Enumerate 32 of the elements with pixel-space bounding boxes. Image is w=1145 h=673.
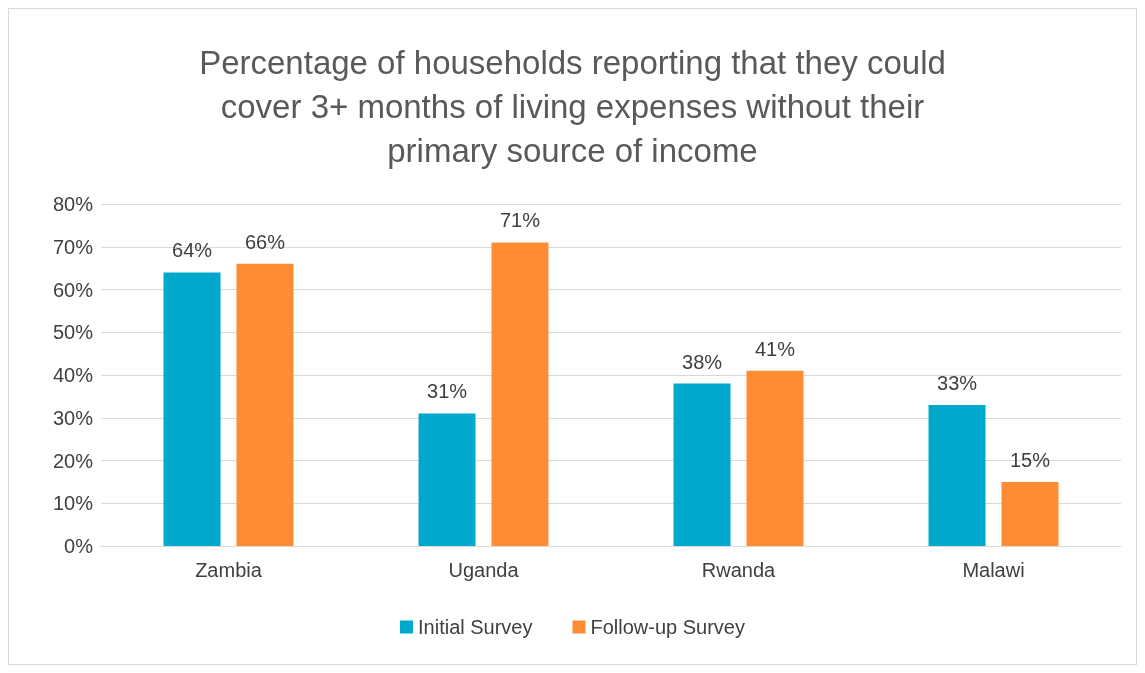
y-tick-label: 80% xyxy=(52,193,94,215)
data-label: 38% xyxy=(682,350,723,373)
y-tick-label: 60% xyxy=(52,278,94,301)
chart-title: Percentage of households reporting that they could cover 3+ months of living expenses without their primary source of income xyxy=(199,43,946,169)
bar xyxy=(236,263,294,546)
x-tick-label: Uganda xyxy=(448,559,520,581)
data-label: 33% xyxy=(937,371,978,394)
bar xyxy=(928,404,986,546)
bar xyxy=(746,370,804,546)
y-tick-label: 20% xyxy=(52,449,94,472)
y-tick-label: 0% xyxy=(64,535,94,557)
y-tick-label: 50% xyxy=(52,321,94,344)
bar xyxy=(1001,481,1059,546)
y-tick-label: 30% xyxy=(52,406,94,429)
x-tick-label: Zambia xyxy=(195,559,263,581)
data-label: 41% xyxy=(754,337,796,360)
y-tick-label: 70% xyxy=(52,235,94,258)
data-label: 71% xyxy=(499,209,541,232)
x-tick-label: Malawi xyxy=(962,559,1025,581)
x-tick-label: Rwanda xyxy=(701,559,777,581)
legend-label: Initial Survey xyxy=(418,616,533,638)
data-label: 66% xyxy=(244,230,286,253)
bar xyxy=(163,272,221,546)
y-tick-label: 40% xyxy=(52,364,94,386)
bar xyxy=(673,383,731,546)
data-label: 15% xyxy=(1009,448,1051,471)
bar xyxy=(418,413,476,546)
data-label: 31% xyxy=(427,380,468,403)
y-tick-label: 10% xyxy=(52,492,94,515)
data-label: 64% xyxy=(172,239,213,262)
bar xyxy=(491,242,549,546)
legend-label: Follow-up Survey xyxy=(590,616,746,638)
